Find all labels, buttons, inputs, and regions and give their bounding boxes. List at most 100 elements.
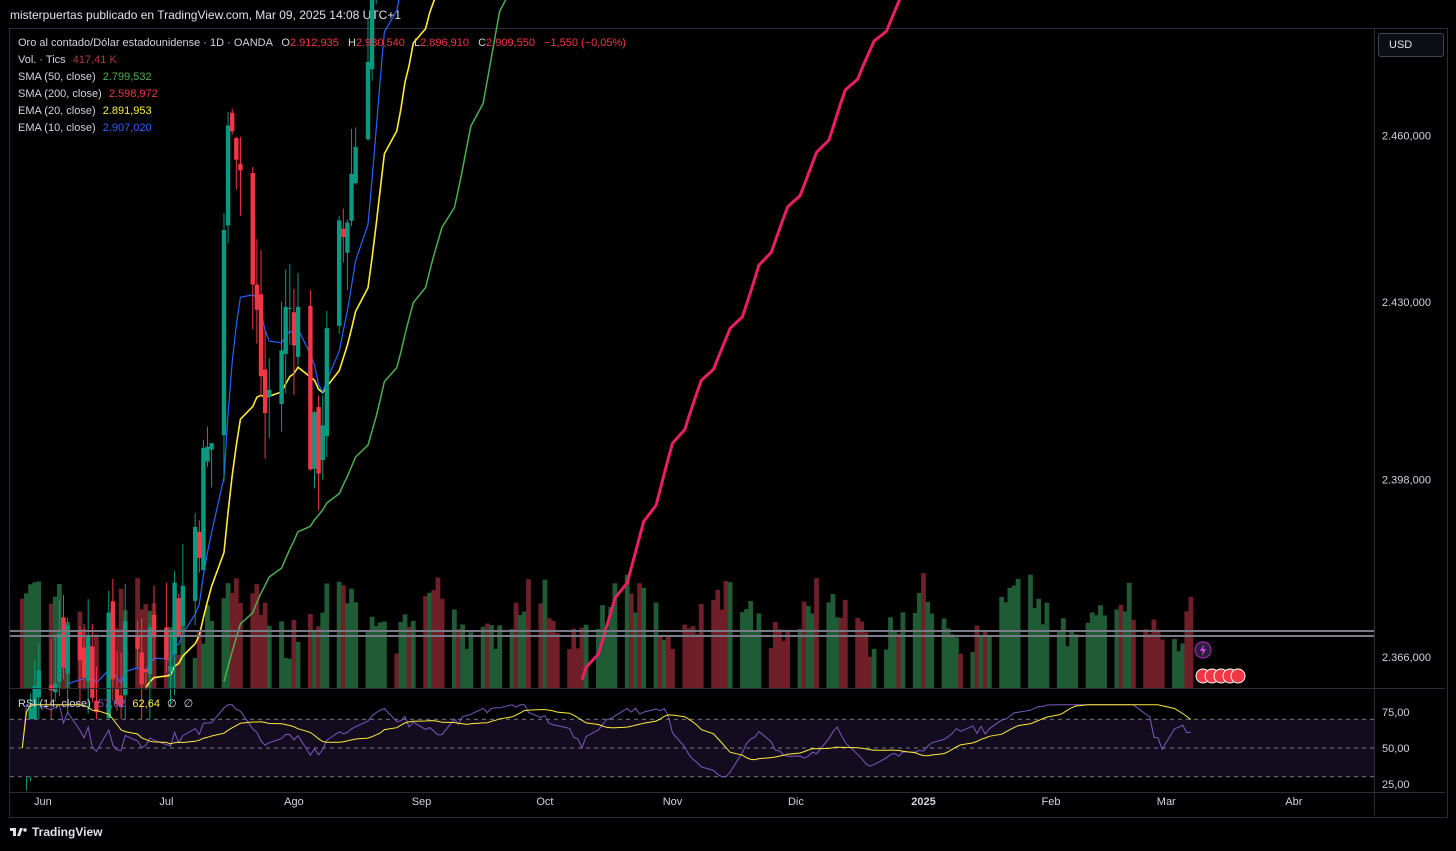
candle <box>106 590 111 743</box>
volume-bar <box>291 619 297 688</box>
volume-bar <box>900 612 906 688</box>
volume-bar <box>941 618 947 688</box>
candle <box>341 208 346 263</box>
volume-bar <box>143 604 149 688</box>
volume-bar <box>723 581 729 688</box>
ema20-value: 2.891,953 <box>102 105 152 117</box>
sma200-legend-row: SMA (200, close) 2.598,972 <box>18 86 626 103</box>
volume-bar <box>312 631 317 688</box>
candle <box>143 668 148 691</box>
candle <box>53 635 58 702</box>
candle <box>65 617 70 712</box>
volume-bar <box>1118 604 1124 688</box>
volume-legend-row: Vol. · Tics 417,41 K <box>18 52 626 69</box>
candle <box>61 595 66 680</box>
economic-event-icon <box>1230 668 1246 684</box>
volume-bar <box>464 648 470 688</box>
sma50-label: SMA (50, close) <box>18 71 96 83</box>
chart-overlays <box>10 630 1374 684</box>
volume-bar <box>1172 639 1177 688</box>
candle-body <box>123 621 128 696</box>
volume-bar <box>974 625 980 688</box>
candle-body <box>336 220 342 326</box>
candle-body <box>85 637 91 682</box>
candle <box>221 213 227 482</box>
rsi-ma-line <box>21 704 1192 761</box>
volume-bar <box>768 647 774 688</box>
volume-bar <box>670 648 675 688</box>
time-tick-label: Oct <box>536 796 553 808</box>
volume-bar <box>336 581 342 688</box>
volume-bar <box>410 620 416 688</box>
volume-bar <box>279 621 284 688</box>
volume-bar <box>205 605 210 688</box>
volume-bar <box>377 622 383 688</box>
tradingview-brand[interactable]: TradingView <box>10 825 102 839</box>
volume-bar <box>912 612 918 688</box>
candle <box>36 642 42 722</box>
volume-bar <box>316 626 322 688</box>
candle-body <box>279 350 284 404</box>
volume-bar <box>394 653 400 688</box>
volume-bar <box>1056 631 1062 688</box>
sma200-label: SMA (200, close) <box>18 88 102 100</box>
volume-bar <box>460 624 466 688</box>
volume-bar <box>451 609 457 688</box>
candle-body <box>90 646 95 698</box>
candle <box>57 600 62 696</box>
time-tick-label: 2025 <box>911 796 935 808</box>
candle-body <box>349 173 354 221</box>
volume-bar <box>353 602 359 688</box>
volume-bar <box>1073 634 1079 688</box>
volume-bar <box>283 657 289 688</box>
candle-body <box>209 443 214 450</box>
volume-bar <box>575 648 581 688</box>
candle <box>279 301 284 432</box>
volume-bar <box>1007 587 1013 688</box>
low-value: 2.896,910 <box>420 37 469 49</box>
candle-body <box>238 163 243 171</box>
currency-button[interactable]: USD <box>1378 33 1444 57</box>
ema10-label: EMA (10, close) <box>18 122 96 134</box>
volume-bar <box>320 612 326 688</box>
volume-bar <box>295 641 301 688</box>
volume-bar <box>406 626 412 688</box>
volume-bar <box>1184 611 1190 688</box>
volume-bar <box>369 616 375 688</box>
volume-bar <box>382 621 387 688</box>
volume-bar <box>892 632 898 688</box>
rsi-extra-2: ∅ <box>183 698 194 710</box>
candles <box>20 0 377 791</box>
volume-bar <box>345 603 350 688</box>
volume-bar <box>435 577 441 688</box>
volume-bar <box>686 628 692 688</box>
sma50-legend-row: SMA (50, close) 2.799,532 <box>18 69 626 86</box>
candle <box>180 543 186 634</box>
candle-body <box>151 614 157 638</box>
volume-bar <box>1093 615 1099 688</box>
volume-bar <box>805 606 811 688</box>
candle-body <box>118 695 124 708</box>
candle-body <box>308 305 313 470</box>
volume-bar <box>665 635 671 688</box>
volume-bar <box>867 656 873 688</box>
candle <box>147 622 153 724</box>
volume-bar <box>772 622 778 688</box>
volume-bar <box>954 637 959 688</box>
volume-bar <box>694 634 700 688</box>
volume-bar <box>970 652 976 688</box>
candle <box>262 330 268 459</box>
volume-bar <box>925 601 931 688</box>
volume-bar <box>809 613 815 688</box>
volume-bar <box>427 592 433 688</box>
candle <box>164 582 169 674</box>
close-value: 2.909,550 <box>486 37 535 49</box>
volume-bar <box>431 590 437 688</box>
candle-body <box>106 612 111 719</box>
volume-bar <box>1143 629 1149 688</box>
candle-body <box>353 146 358 184</box>
candle-body <box>365 61 371 140</box>
volume-bar <box>1122 611 1128 688</box>
volume-bar <box>1069 631 1075 688</box>
